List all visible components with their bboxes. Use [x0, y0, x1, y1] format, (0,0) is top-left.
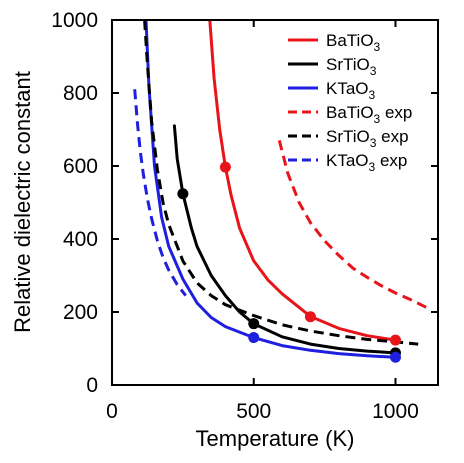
- legend-label-ktao3-exp: KTaO3 exp: [326, 151, 407, 174]
- legend-label-srtio3-exp: SrTiO3 exp: [326, 127, 409, 150]
- y-tick-label: 1000: [51, 9, 98, 32]
- y-tick-label: 600: [63, 155, 98, 178]
- x-axis-title: Temperature (K): [196, 426, 355, 451]
- data-point-batio3: [219, 161, 231, 173]
- y-tick-label: 0: [86, 374, 98, 397]
- y-tick-label: 400: [63, 228, 98, 251]
- x-tick-label: 500: [236, 400, 271, 423]
- series-line-ktao3: [144, 20, 397, 359]
- data-point-ktao3: [389, 351, 401, 363]
- legend-label-batio3-exp: BaTiO3 exp: [326, 103, 412, 126]
- marker-layer: [177, 161, 401, 363]
- legend-label-batio3: BaTiO3: [326, 31, 381, 54]
- tick-layer: 0 500 1000 0 200 400 600 800 1000: [51, 9, 438, 423]
- legend-label-ktao3: KTaO3: [326, 79, 376, 102]
- data-point-srtio3: [248, 318, 260, 330]
- series-line-srtio3-exp: [143, 20, 419, 346]
- data-point-batio3: [389, 334, 401, 346]
- x-tick-label: 1000: [372, 400, 419, 423]
- y-tick-label: 200: [63, 301, 98, 324]
- data-point-batio3: [304, 311, 316, 323]
- data-point-srtio3: [177, 188, 189, 200]
- y-axis-title: Relative dielectric constant: [10, 71, 35, 333]
- series-line-ktao3-exp: [133, 89, 187, 297]
- series-layer: [133, 20, 428, 359]
- series-line-batio3: [208, 20, 397, 342]
- y-tick-label: 800: [63, 82, 98, 105]
- x-tick-label: 0: [106, 400, 118, 423]
- legend-label-srtio3: SrTiO3: [326, 55, 377, 78]
- data-point-ktao3: [248, 332, 260, 344]
- plot-frame: [111, 19, 439, 386]
- series-line-srtio3: [172, 124, 397, 355]
